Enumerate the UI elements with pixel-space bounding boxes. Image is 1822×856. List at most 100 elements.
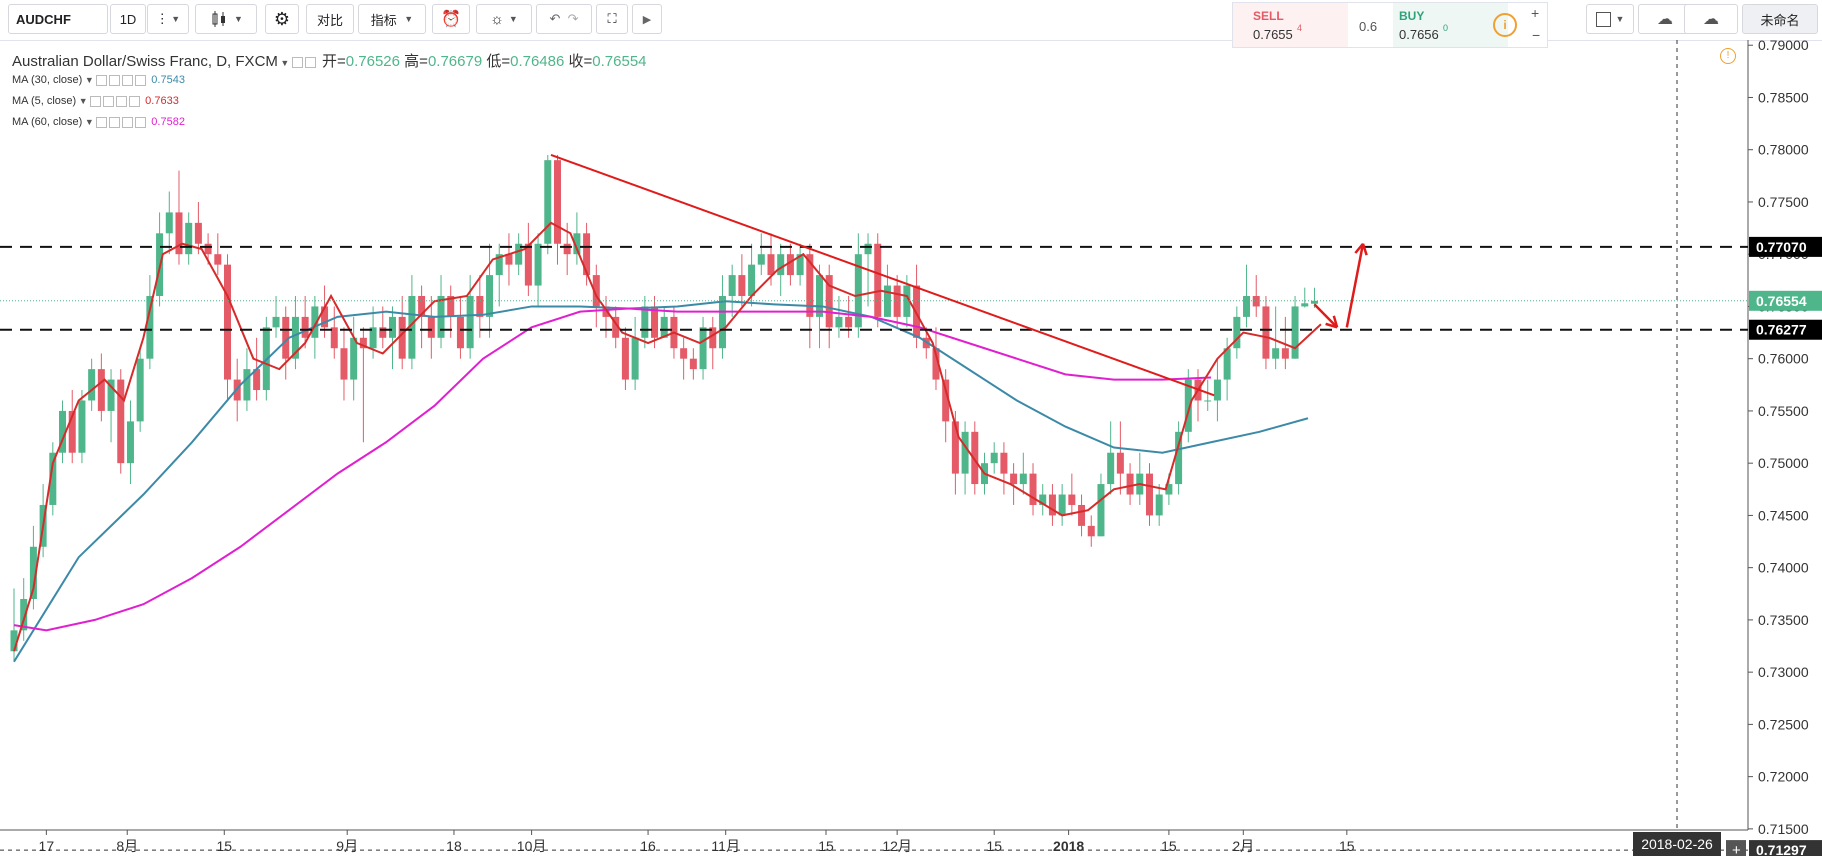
price-label: 0.77070 [1756, 239, 1807, 255]
fullscreen-button[interactable]: ⛶ [596, 4, 628, 34]
candle-down [738, 275, 746, 296]
price-label: 0.76554 [1756, 293, 1807, 309]
candle-down [1010, 473, 1018, 485]
low-value: 0.76486 [510, 53, 565, 70]
ma5-legend[interactable]: MA (5, close) ▼ 0.7633 [12, 95, 179, 107]
candle-up [466, 295, 474, 349]
ma5-value: 0.7633 [145, 95, 179, 107]
price-chart[interactable]: 0.790000.785000.780000.775000.770000.765… [0, 40, 1822, 856]
candle-down [845, 316, 853, 328]
candle-down [1262, 306, 1270, 359]
indicators-button[interactable]: 指标 ▼ [358, 4, 426, 34]
y-tick-label: 0.73000 [1758, 664, 1809, 680]
info-icon[interactable]: i [1493, 13, 1517, 37]
replay-button[interactable]: ▶ [632, 4, 662, 34]
ma30-value: 0.7543 [151, 74, 185, 86]
close-icon[interactable] [135, 116, 147, 128]
buy-button[interactable]: BUY 0.7656 0 [1393, 3, 1508, 47]
play-icon: ▶ [642, 13, 652, 26]
warning-icon[interactable]: ! [1720, 48, 1736, 64]
candle-up [883, 285, 891, 317]
interval-menu-button[interactable]: ⋮ ▼ [147, 4, 189, 34]
alert-button[interactable]: ⏰ [432, 4, 470, 34]
settings-icon[interactable] [103, 95, 115, 107]
symbol-search[interactable]: AUDCHF [8, 4, 108, 34]
sell-label: SELL [1253, 9, 1284, 23]
candle-down [932, 348, 940, 380]
candle-up [641, 306, 649, 338]
x-tick-label: 10月 [517, 838, 547, 854]
x-tick-label: 12月 [882, 838, 912, 854]
candle-down [651, 306, 659, 338]
candle-up [1184, 379, 1192, 432]
candle-up [1291, 306, 1299, 359]
candle-down [1252, 295, 1260, 307]
y-tick-label: 0.79000 [1758, 40, 1809, 53]
plus-icon[interactable] [122, 116, 134, 128]
redo-icon[interactable]: ↷ [567, 11, 579, 26]
candle-up [699, 327, 707, 370]
chart-type-button[interactable]: ▼ [195, 4, 257, 34]
candle-down [476, 295, 484, 317]
candle-down [1078, 504, 1086, 526]
sell-button[interactable]: SELL 0.7655 4 [1233, 3, 1348, 47]
candle-up [1204, 400, 1212, 402]
candle-up [1039, 494, 1047, 505]
candle-up [1243, 295, 1251, 317]
x-tick-label: 2月 [1232, 838, 1254, 854]
candle-down [194, 222, 202, 244]
chevron-down-icon: ▼ [1610, 14, 1625, 24]
trendline [550, 153, 1215, 397]
load-chart-button[interactable]: ☁ [1638, 4, 1692, 34]
close-icon[interactable] [129, 95, 141, 107]
visibility-icon[interactable] [291, 56, 303, 68]
annotation-arrow [1345, 243, 1365, 328]
x-tick-label: 11月 [711, 838, 740, 854]
settings-icon[interactable] [109, 116, 121, 128]
candle-down [689, 358, 697, 370]
save-chart-button[interactable]: ☁ [1684, 4, 1738, 34]
plus-icon[interactable] [116, 95, 128, 107]
candle-up [1175, 431, 1183, 485]
candle-down [214, 254, 222, 265]
close-icon[interactable] [135, 74, 147, 86]
sell-price: 0.7655 [1253, 27, 1293, 42]
interval-button[interactable]: 1D [110, 4, 146, 34]
candle-down [282, 316, 290, 359]
x-tick-label: 18 [446, 838, 462, 854]
candle-down [340, 348, 348, 380]
compare-button[interactable]: 对比 [306, 4, 354, 34]
open-label: 开= [322, 53, 346, 70]
minus-icon[interactable]: − [1532, 27, 1541, 43]
plus-icon[interactable]: + [1531, 5, 1540, 21]
undo-icon[interactable]: ↶ [549, 11, 561, 26]
settings-button[interactable]: ⚙ [265, 4, 299, 34]
y-tick-label: 0.74000 [1758, 560, 1809, 576]
settings-icon[interactable] [304, 56, 316, 68]
candle-up [146, 295, 154, 359]
alarm-icon: ⏰ [441, 11, 461, 28]
chevron-down-icon: ▼ [229, 14, 243, 24]
ideas-button[interactable]: ☼ ▼ [476, 4, 532, 34]
candle-down [359, 337, 367, 349]
ma60-line [13, 307, 1211, 632]
candle-up [1272, 348, 1280, 359]
visibility-icon[interactable] [96, 74, 108, 86]
candle-up [369, 327, 377, 349]
candle-down [1126, 473, 1134, 495]
y-tick-label: 0.75500 [1758, 403, 1809, 419]
ma60-legend[interactable]: MA (60, close) ▼ 0.7582 [12, 116, 185, 128]
visibility-icon[interactable] [96, 116, 108, 128]
candle-down [253, 369, 261, 391]
candle-up [486, 275, 494, 317]
visibility-icon[interactable] [90, 95, 102, 107]
candle-down [1029, 473, 1037, 505]
layout-select-button[interactable]: ▼ [1586, 4, 1634, 34]
layout-name-button[interactable]: 未命名 [1742, 4, 1818, 34]
ma30-legend[interactable]: MA (30, close) ▼ 0.7543 [12, 74, 185, 86]
candle-up [1097, 484, 1105, 537]
candle-down [971, 431, 979, 485]
settings-icon[interactable] [109, 74, 121, 86]
candle-down [204, 243, 212, 255]
plus-icon[interactable] [122, 74, 134, 86]
